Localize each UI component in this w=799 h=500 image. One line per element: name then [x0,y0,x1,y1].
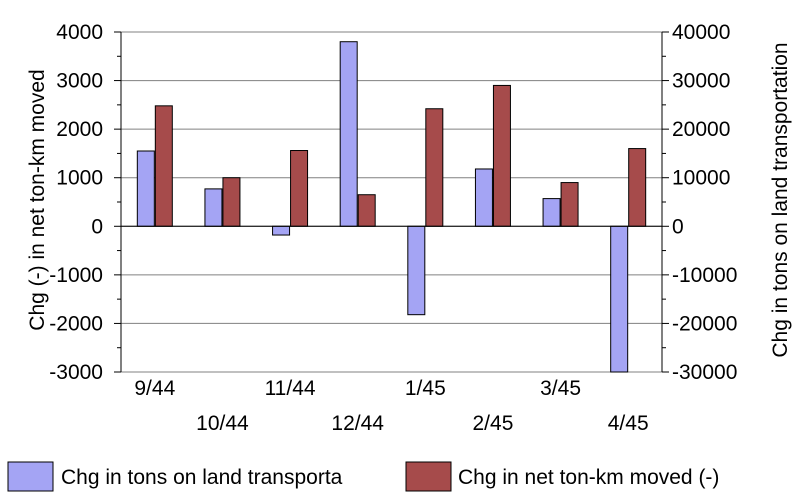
x-axis-labels: 9/44 10/44 11/44 12/44 1/45 2/45 3/45 4/45 [134,377,648,435]
left-tick-label: -1000 [49,264,103,287]
x-tick-label: 3/45 [540,377,581,400]
bar-series-1-9-44 [136,150,155,227]
x-tick-label: 4/45 [608,412,649,435]
bar-series-1-2-45 [474,168,493,227]
bar-series-1-10-44 [204,188,223,227]
legend-label-series-1: Chg in tons on land transporta [61,466,343,489]
right-tick-label: -30000 [672,361,737,384]
left-tick-label: 3000 [56,70,103,93]
bar-series-1-11-44 [272,225,291,236]
x-tick-label: 1/45 [405,377,446,400]
right-tick-label: 30000 [672,70,730,93]
right-tick-label: 0 [672,215,684,238]
left-tick-label: 2000 [56,118,103,141]
y-axis-right-title: Chg in tons on land transportation [769,42,792,357]
bar-series-2-11-44 [290,150,309,227]
x-tick-label: 10/44 [196,412,249,435]
left-tick-label: 4000 [56,21,103,44]
right-tick-label: 10000 [672,167,730,190]
legend-swatch-series-2 [405,461,452,492]
left-axis-ticks: 4000 3000 2000 1000 0 -1000 -2000 -3000 [49,21,121,384]
x-tick-label: 9/44 [134,377,175,400]
legend-label-series-2: Chg in net ton-km moved (-) [458,466,719,489]
bar-series-2-4-45 [628,148,647,227]
x-tick-label: 11/44 [265,377,316,400]
left-tick-label: -3000 [49,361,103,384]
bar-series-2-3-45 [560,182,579,227]
left-tick-label: 1000 [56,167,103,190]
bar-series-2-10-44 [222,177,241,227]
x-tick-label: 12/44 [331,412,384,435]
bar-series-1-1-45 [407,225,426,316]
bar-series-1-12-44 [339,41,358,227]
bars [136,41,647,373]
bar-series-2-9-44 [154,105,173,227]
right-tick-label: -10000 [672,264,737,287]
bar-series-1-3-45 [542,198,561,227]
right-tick-label: 40000 [672,21,730,44]
bar-series-2-2-45 [492,84,511,227]
y-axis-left-title: Chg (-) in net ton-km moved [26,69,49,330]
left-tick-label: 0 [91,215,103,238]
bar-series-1-4-45 [610,225,629,373]
left-tick-label: -2000 [49,312,103,335]
right-axis-ticks: 40000 30000 20000 10000 0 -10000 -20000 -30000 [662,21,737,384]
legend: Chg in tons on land transporta Chg in ne… [7,461,719,492]
legend-swatch-series-1 [7,461,54,492]
x-tick-label: 2/45 [473,412,514,435]
axes [120,32,663,372]
bar-series-2-12-44 [357,194,376,227]
right-tick-label: -20000 [672,312,737,335]
right-tick-label: 20000 [672,118,730,141]
gridlines [121,31,662,373]
bar-series-2-1-45 [425,108,444,227]
